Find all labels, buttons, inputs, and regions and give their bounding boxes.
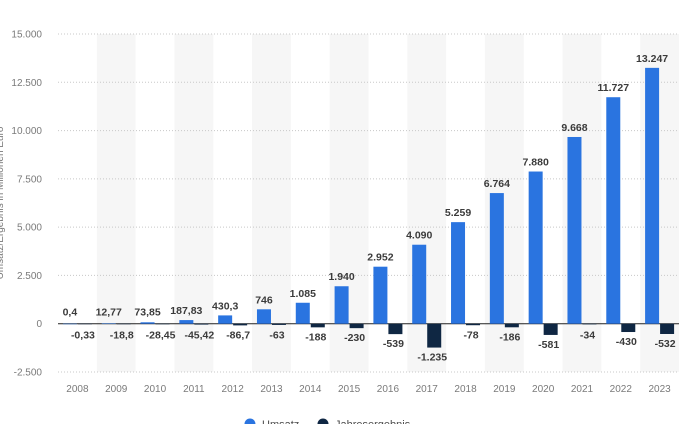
data-label-jahresergebnis: -78 [463,330,478,342]
y-tick-label: 2.500 [17,271,42,282]
bar-jahresergebnis[interactable] [504,323,519,328]
bar-umsatz[interactable] [218,315,233,324]
data-label-umsatz: 1.085 [290,288,316,300]
data-label-umsatz: 187,83 [170,305,202,317]
x-tick-label: 2016 [377,384,400,395]
y-axis-label: Umsatz/Ergebnis in Millionen Euro [0,126,6,279]
x-tick-label: 2009 [105,384,128,395]
x-tick-label: 2011 [183,384,205,395]
data-label-jahresergebnis: -28,45 [146,330,176,342]
bar-jahresergebnis[interactable] [582,323,597,325]
x-tick-label: 2010 [144,384,167,395]
x-tick-label: 2023 [648,384,671,395]
legend-label-jahresergebnis[interactable]: Jahresergebnis [335,419,411,424]
bar-jahresergebnis[interactable] [310,323,325,328]
data-label-umsatz: 0,4 [63,307,78,319]
data-label-jahresergebnis: -18,8 [110,330,134,342]
bar-umsatz[interactable] [101,323,116,324]
data-label-jahresergebnis: -86,7 [226,330,250,342]
bar-umsatz[interactable] [295,302,310,324]
column-shade [96,34,136,372]
bar-umsatz[interactable] [489,193,504,324]
data-label-umsatz: 12,77 [96,307,122,319]
bar-umsatz[interactable] [179,320,194,324]
y-tick-label: -2.500 [14,368,43,379]
data-label-umsatz: 1.940 [328,271,354,283]
x-tick-label: 2020 [532,384,555,395]
x-tick-label: 2022 [610,384,633,395]
data-label-umsatz: 73,85 [134,307,160,319]
bar-umsatz[interactable] [334,286,349,324]
bar-jahresergebnis[interactable] [660,323,675,334]
data-label-jahresergebnis: -581 [538,339,559,351]
bar-jahresergebnis[interactable] [194,323,209,325]
data-label-umsatz: 4.090 [406,230,432,242]
bar-umsatz[interactable] [606,97,621,324]
bar-jahresergebnis[interactable] [349,323,364,329]
bar-jahresergebnis[interactable] [621,323,636,333]
bar-umsatz[interactable] [256,309,271,324]
x-tick-label: 2017 [416,384,439,395]
bar-jahresergebnis[interactable] [233,323,248,326]
data-label-umsatz: 6.764 [484,178,510,190]
bar-umsatz[interactable] [645,67,660,324]
x-tick-label: 2014 [299,384,322,395]
bar-jahresergebnis[interactable] [543,323,558,335]
x-tick-label: 2012 [222,384,245,395]
data-label-umsatz: 430,3 [212,300,238,312]
legend-marker-jahresergebnis[interactable] [317,418,329,424]
bar-jahresergebnis[interactable] [271,323,286,325]
x-tick-label: 2015 [338,384,361,395]
x-tick-label: 2019 [493,384,516,395]
data-label-jahresergebnis: -230 [344,332,365,344]
data-label-jahresergebnis: -532 [655,338,676,350]
legend-label-umsatz[interactable]: Umsatz [262,419,299,424]
bar-jahresergebnis[interactable] [77,323,92,325]
bar-jahresergebnis[interactable] [116,323,131,325]
bar-umsatz[interactable] [567,136,582,324]
x-tick-label: 2008 [66,384,89,395]
bar-jahresergebnis[interactable] [388,323,403,335]
data-label-umsatz: 13.247 [636,53,668,65]
bar-umsatz[interactable] [528,171,543,324]
y-tick-label: 12.500 [11,78,42,89]
data-label-jahresergebnis: -1.235 [417,352,447,364]
y-tick-label: 5.000 [17,223,42,234]
data-label-jahresergebnis: -430 [616,336,637,348]
data-label-umsatz: 5.259 [445,207,471,219]
y-tick-label: 0 [36,319,42,330]
bar-umsatz[interactable] [140,322,155,324]
data-label-jahresergebnis: -34 [580,330,595,342]
data-label-umsatz: 11.727 [598,82,630,94]
data-label-jahresergebnis: -188 [305,331,326,343]
bar-umsatz[interactable] [412,244,427,324]
bar-jahresergebnis[interactable] [427,323,442,348]
column-shade [174,34,214,372]
data-label-jahresergebnis: -186 [499,331,520,343]
y-tick-label: 15.000 [11,30,42,41]
x-tick-label: 2013 [260,384,283,395]
data-label-jahresergebnis: -539 [383,338,404,350]
data-label-jahresergebnis: -45,42 [184,330,214,342]
y-tick-label: 7.500 [17,174,42,185]
x-tick-label: 2018 [454,384,477,395]
bar-jahresergebnis[interactable] [155,323,170,325]
data-label-umsatz: 2.952 [367,252,393,264]
data-label-umsatz: 7.880 [523,157,549,169]
data-label-jahresergebnis: -0,33 [71,330,95,342]
data-label-jahresergebnis: -63 [269,330,284,342]
bar-jahresergebnis[interactable] [466,323,481,326]
data-label-umsatz: 9.668 [561,122,587,134]
bar-umsatz[interactable] [373,266,388,324]
x-tick-label: 2021 [571,384,594,395]
data-label-umsatz: 746 [255,294,273,306]
bar-umsatz[interactable] [451,222,466,324]
y-tick-label: 10.000 [11,126,42,137]
bar-umsatz[interactable] [62,323,77,325]
legend-marker-umsatz[interactable] [244,418,256,424]
